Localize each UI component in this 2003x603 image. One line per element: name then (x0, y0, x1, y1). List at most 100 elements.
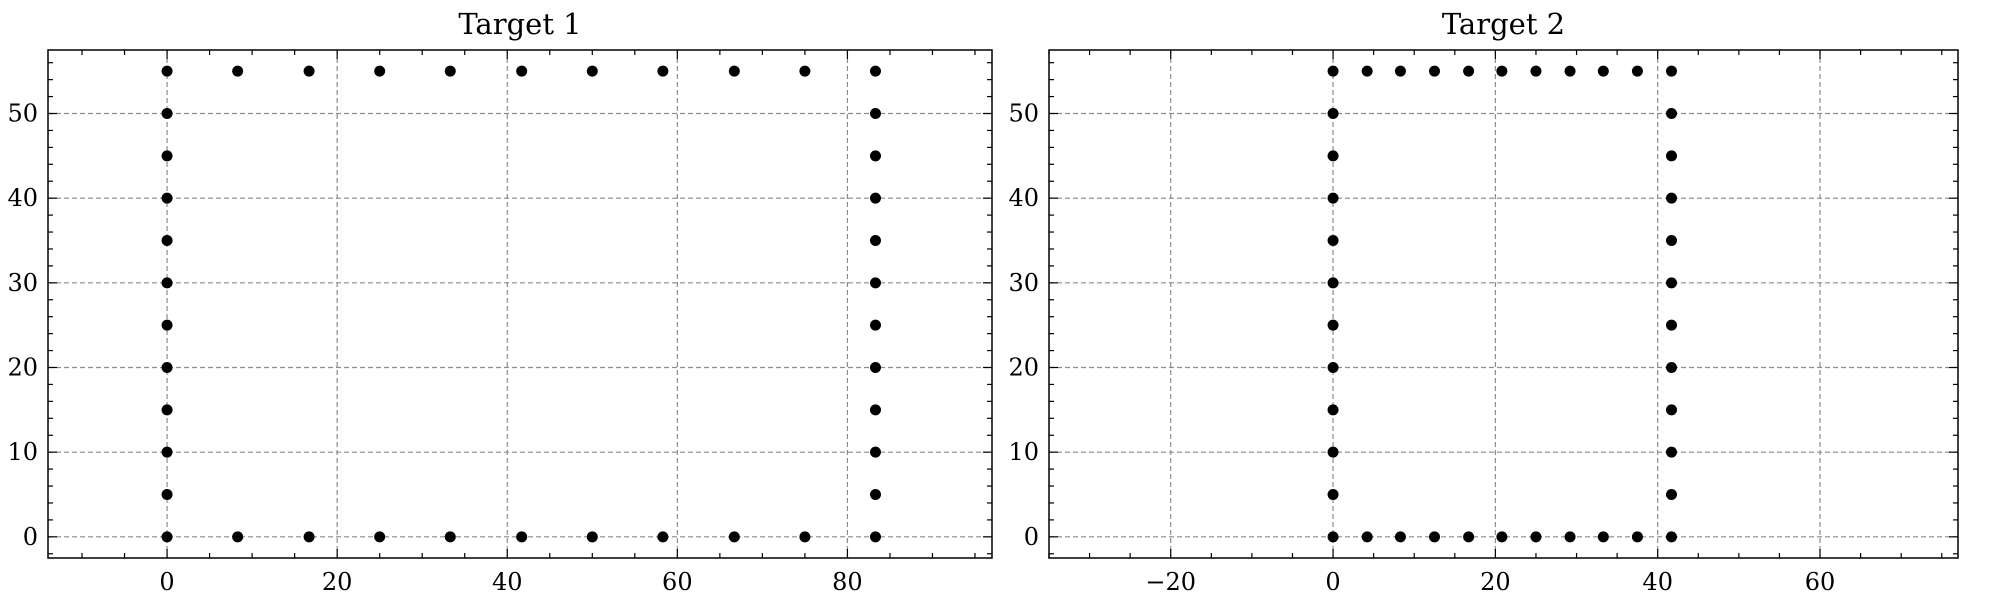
data-point (1496, 65, 1508, 77)
data-point (1327, 277, 1339, 289)
data-point (1666, 150, 1678, 162)
data-point (1666, 277, 1678, 289)
data-point (161, 362, 173, 373)
grid (48, 50, 992, 558)
y-tick-label: 0 (23, 523, 38, 551)
data-point (232, 531, 244, 543)
data-point (1429, 65, 1441, 77)
data-point (1564, 65, 1576, 77)
data-point (1666, 108, 1678, 119)
x-tick-label: 60 (1805, 568, 1836, 596)
x-tick-label: 0 (1325, 568, 1340, 596)
data-point (374, 65, 386, 77)
data-point (869, 150, 881, 162)
data-points (161, 65, 881, 543)
data-point (1631, 65, 1643, 77)
y-tick-label: 0 (1024, 523, 1039, 551)
data-point (586, 65, 598, 77)
x-tick-label: 40 (1642, 568, 1673, 596)
y-tick-label: 10 (7, 438, 38, 466)
y-tick-label: 10 (1008, 438, 1039, 466)
data-point (1327, 150, 1339, 162)
chart-title: Target 1 (458, 7, 581, 41)
data-point (1564, 531, 1576, 543)
data-points (1327, 65, 1678, 543)
y-tick-label: 40 (7, 184, 38, 212)
data-point (1666, 531, 1678, 543)
chart-target-2: Target 2 −20 0 20 40 60 0 10 20 30 40 50 (1008, 7, 1959, 596)
data-point (161, 192, 173, 204)
data-point (1666, 489, 1678, 500)
data-point (869, 65, 881, 77)
data-point (161, 489, 173, 500)
data-point (161, 319, 173, 331)
x-tick-label: 20 (1480, 568, 1511, 596)
x-tick-label: 40 (492, 568, 523, 596)
data-point (161, 531, 173, 543)
data-point (869, 362, 881, 373)
y-tick-label: 50 (1008, 100, 1039, 128)
data-point (1327, 446, 1339, 458)
data-point (303, 65, 315, 77)
data-point (1530, 65, 1542, 77)
data-point (1666, 192, 1678, 204)
data-point (1327, 531, 1339, 543)
data-point (799, 531, 811, 543)
data-point (1666, 446, 1678, 458)
data-point (657, 531, 669, 543)
data-point (869, 489, 881, 500)
chart-target-1: Target 1 0 20 40 60 80 0 10 20 30 40 50 (7, 7, 993, 596)
data-point (1327, 108, 1339, 119)
data-point (586, 531, 598, 543)
data-point (1597, 531, 1609, 543)
data-point (869, 531, 881, 543)
data-point (869, 235, 881, 246)
axis-ticks (48, 50, 992, 558)
axes-frame (47, 49, 993, 559)
data-point (1327, 65, 1339, 77)
data-point (1394, 531, 1406, 543)
y-tick-label: 30 (7, 269, 38, 297)
data-point (728, 65, 740, 77)
data-point (1530, 531, 1542, 543)
data-point (1361, 65, 1373, 77)
data-point (869, 277, 881, 289)
data-point (1327, 404, 1339, 416)
grid (1049, 50, 1958, 558)
data-point (161, 446, 173, 458)
y-tick-label: 30 (1008, 269, 1039, 297)
data-point (1666, 235, 1678, 246)
data-point (1327, 192, 1339, 204)
data-point (161, 65, 173, 77)
data-point (1463, 65, 1475, 77)
y-tick-label: 40 (1008, 184, 1039, 212)
data-point (1327, 235, 1339, 246)
data-point (1394, 65, 1406, 77)
data-point (869, 108, 881, 119)
x-tick-label: 60 (662, 568, 693, 596)
data-point (1361, 531, 1373, 543)
x-tick-label: −20 (1145, 568, 1196, 596)
data-point (1631, 531, 1643, 543)
data-point (1327, 489, 1339, 500)
data-point (1666, 362, 1678, 373)
data-point (1666, 404, 1678, 416)
data-point (1429, 531, 1441, 543)
data-point (869, 192, 881, 204)
y-tick-label: 20 (7, 354, 38, 382)
data-point (1327, 362, 1339, 373)
y-tick-label: 50 (7, 100, 38, 128)
data-point (1597, 65, 1609, 77)
x-tick-label: 20 (322, 568, 353, 596)
data-point (444, 531, 456, 543)
chart-title: Target 2 (1442, 7, 1565, 41)
data-point (869, 446, 881, 458)
data-point (1666, 65, 1678, 77)
data-point (161, 404, 173, 416)
data-point (1327, 319, 1339, 331)
data-point (657, 65, 669, 77)
data-point (161, 108, 173, 119)
data-point (1463, 531, 1475, 543)
axis-ticks (1048, 50, 1958, 558)
